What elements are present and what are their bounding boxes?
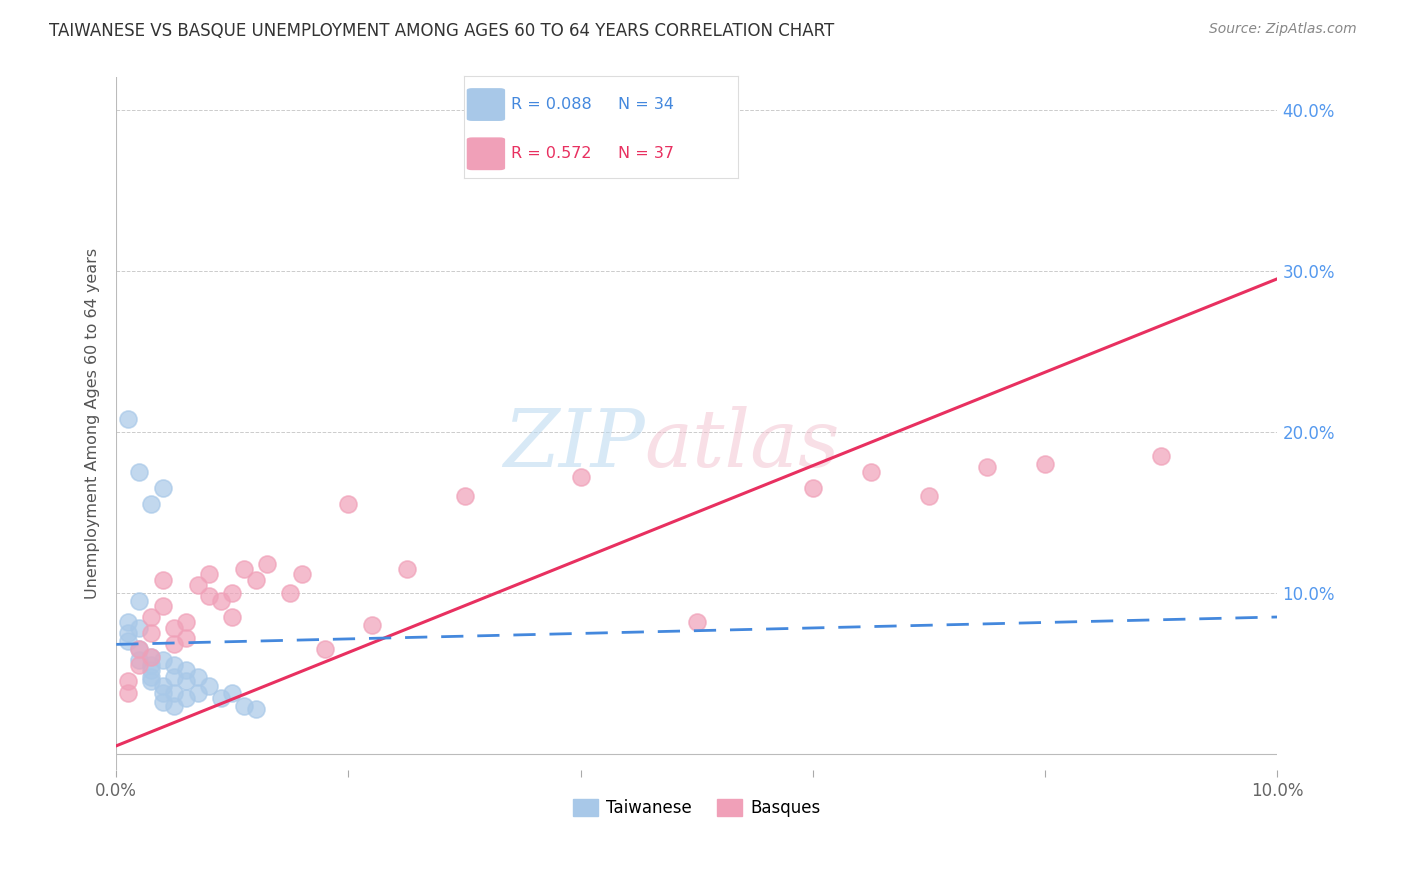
Point [291, 566, 314, 581]
Point [174, 631, 197, 645]
Point [128, 642, 150, 657]
Point [314, 642, 336, 657]
Point [139, 610, 162, 624]
Point [976, 460, 998, 475]
Point [117, 626, 139, 640]
Point [174, 615, 197, 629]
Point [139, 670, 162, 684]
Point [152, 686, 174, 700]
Point [256, 557, 278, 571]
Point [128, 653, 150, 667]
Point [117, 686, 139, 700]
Point [198, 679, 221, 693]
Text: ZIP: ZIP [503, 406, 644, 483]
Point [569, 470, 592, 484]
Point [187, 670, 209, 684]
Point [174, 663, 197, 677]
Point [152, 481, 174, 495]
FancyBboxPatch shape [467, 88, 505, 121]
Point [128, 465, 150, 479]
Point [209, 690, 232, 705]
Point [174, 690, 197, 705]
Text: R = 0.088: R = 0.088 [510, 97, 592, 112]
Point [187, 578, 209, 592]
Point [233, 698, 256, 713]
Point [198, 566, 221, 581]
Point [152, 653, 174, 667]
Point [139, 650, 162, 665]
Point [117, 412, 139, 426]
Text: R = 0.572: R = 0.572 [510, 146, 591, 161]
Point [163, 658, 186, 673]
FancyBboxPatch shape [467, 137, 505, 170]
Point [139, 650, 162, 665]
Point [1033, 457, 1056, 471]
Point [128, 642, 150, 657]
Point [174, 674, 197, 689]
Point [117, 674, 139, 689]
Point [209, 594, 232, 608]
Point [221, 610, 243, 624]
Point [163, 637, 186, 651]
Point [395, 562, 418, 576]
Point [152, 695, 174, 709]
Point [801, 481, 824, 495]
Point [163, 698, 186, 713]
Point [859, 465, 882, 479]
Point [221, 686, 243, 700]
Point [918, 489, 941, 503]
Point [128, 594, 150, 608]
Text: Source: ZipAtlas.com: Source: ZipAtlas.com [1209, 22, 1357, 37]
Legend: Taiwanese, Basques: Taiwanese, Basques [567, 792, 827, 824]
Text: N = 37: N = 37 [617, 146, 673, 161]
Point [128, 621, 150, 635]
Point [1150, 449, 1173, 463]
Point [128, 658, 150, 673]
Point [139, 674, 162, 689]
Text: atlas: atlas [644, 406, 839, 483]
Point [337, 497, 360, 511]
Point [139, 626, 162, 640]
Point [187, 686, 209, 700]
Point [163, 670, 186, 684]
Point [139, 663, 162, 677]
Point [139, 497, 162, 511]
Point [152, 599, 174, 613]
Point [233, 562, 256, 576]
Point [360, 618, 382, 632]
Text: TAIWANESE VS BASQUE UNEMPLOYMENT AMONG AGES 60 TO 64 YEARS CORRELATION CHART: TAIWANESE VS BASQUE UNEMPLOYMENT AMONG A… [49, 22, 834, 40]
Point [163, 621, 186, 635]
Point [163, 686, 186, 700]
Point [139, 658, 162, 673]
Point [221, 586, 243, 600]
Point [117, 615, 139, 629]
Text: N = 34: N = 34 [617, 97, 673, 112]
Point [245, 702, 267, 716]
Point [245, 573, 267, 587]
Point [686, 615, 709, 629]
Point [152, 679, 174, 693]
Point [152, 573, 174, 587]
Point [280, 586, 302, 600]
Point [453, 489, 475, 503]
Point [198, 589, 221, 603]
Point [117, 634, 139, 648]
Y-axis label: Unemployment Among Ages 60 to 64 years: Unemployment Among Ages 60 to 64 years [86, 248, 100, 599]
